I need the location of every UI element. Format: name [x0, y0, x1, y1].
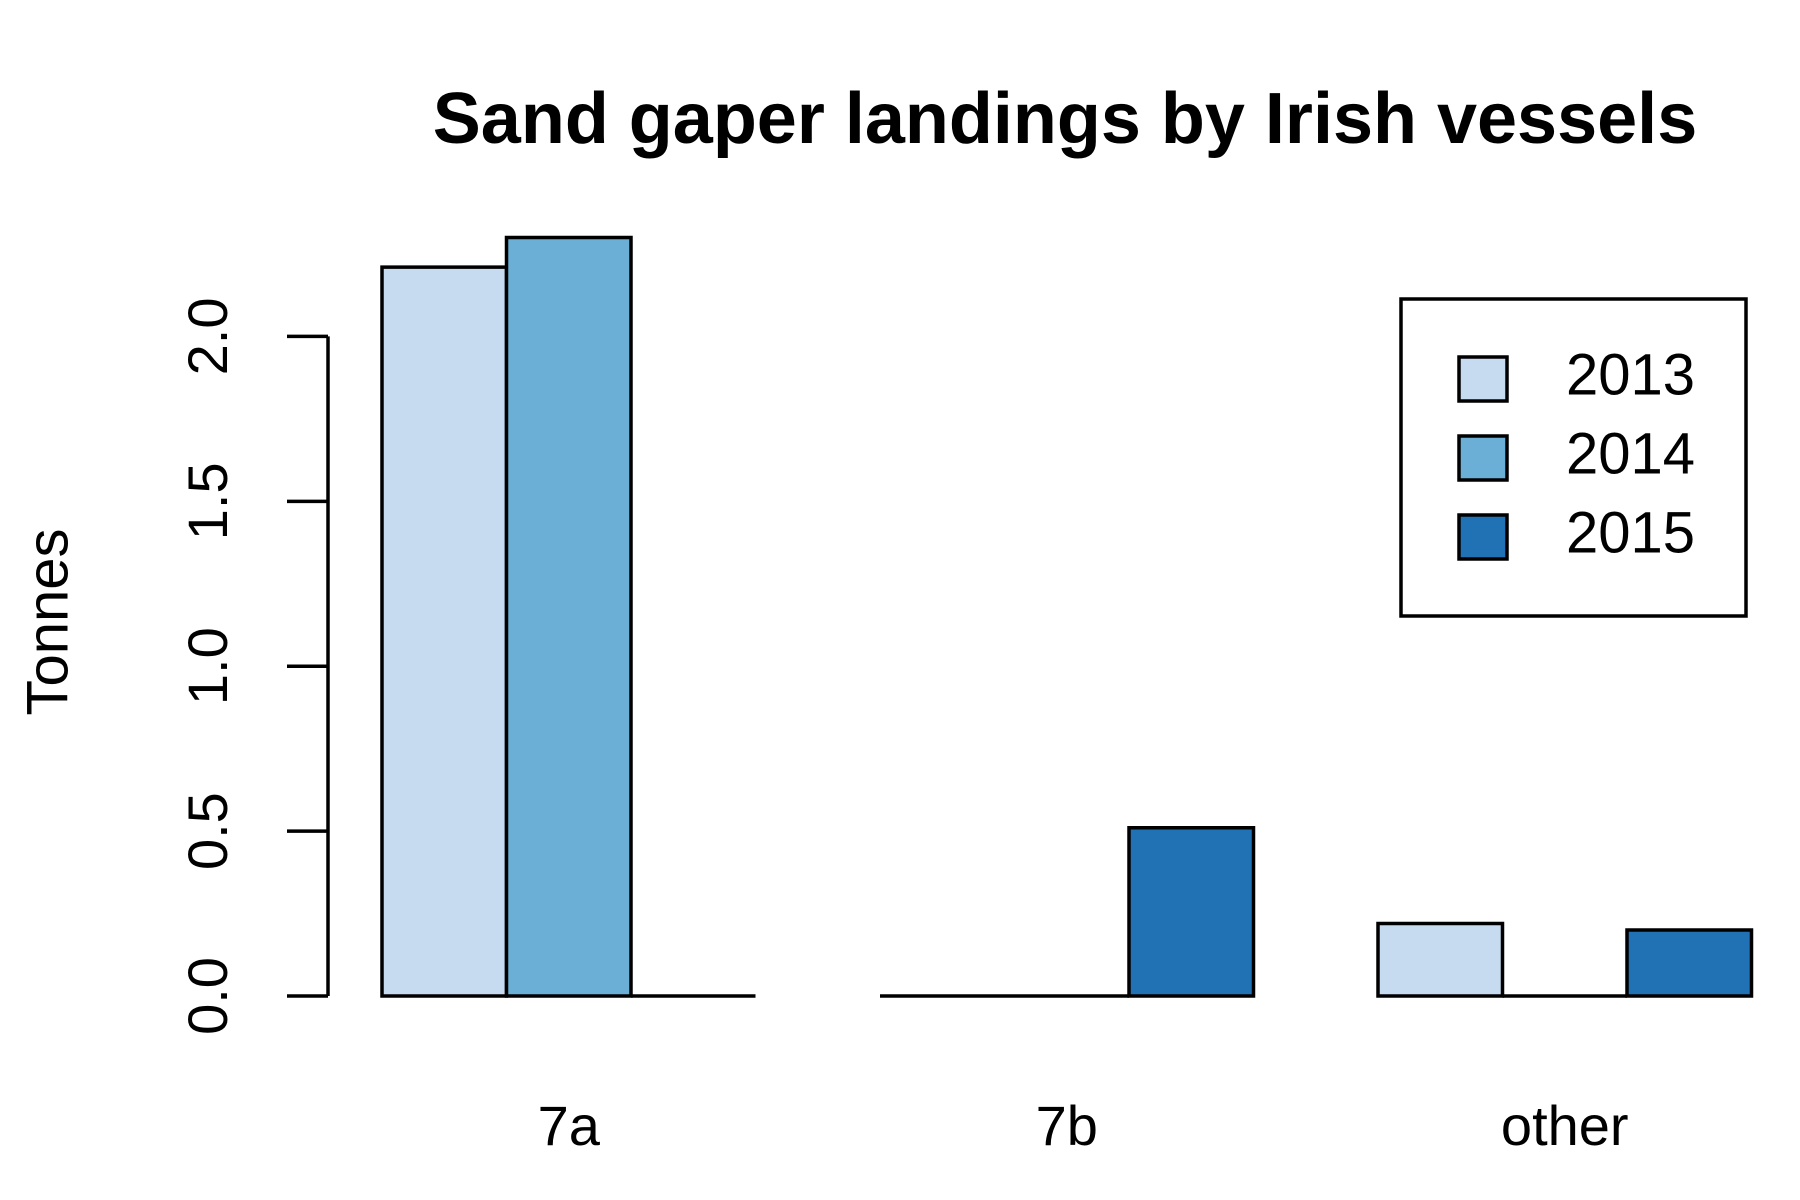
legend-label: 2013 [1566, 342, 1695, 407]
y-tick-label: 0.0 [176, 957, 239, 1035]
y-tick-label: 1.0 [176, 627, 239, 705]
y-tick-label: 2.0 [176, 298, 239, 376]
y-tick-label: 1.5 [176, 462, 239, 540]
x-tick-label: 7b [1036, 1094, 1098, 1157]
bar [504, 235, 633, 998]
bar [1625, 928, 1754, 998]
legend-label: 2014 [1566, 421, 1695, 486]
bar [380, 265, 509, 998]
x-tick-label: other [1501, 1094, 1629, 1157]
legend-label: 2015 [1566, 500, 1695, 565]
legend-swatch [1457, 355, 1509, 403]
bar [1376, 921, 1505, 998]
y-axis-label: Tonnes [15, 528, 80, 715]
y-tick-label: 0.5 [176, 792, 239, 870]
bar [1127, 826, 1256, 998]
chart-title: Sand gaper landings by Irish vessels [433, 79, 1697, 159]
legend-swatch [1457, 434, 1509, 482]
legend-swatch [1457, 513, 1509, 561]
x-tick-label: 7a [538, 1094, 601, 1157]
